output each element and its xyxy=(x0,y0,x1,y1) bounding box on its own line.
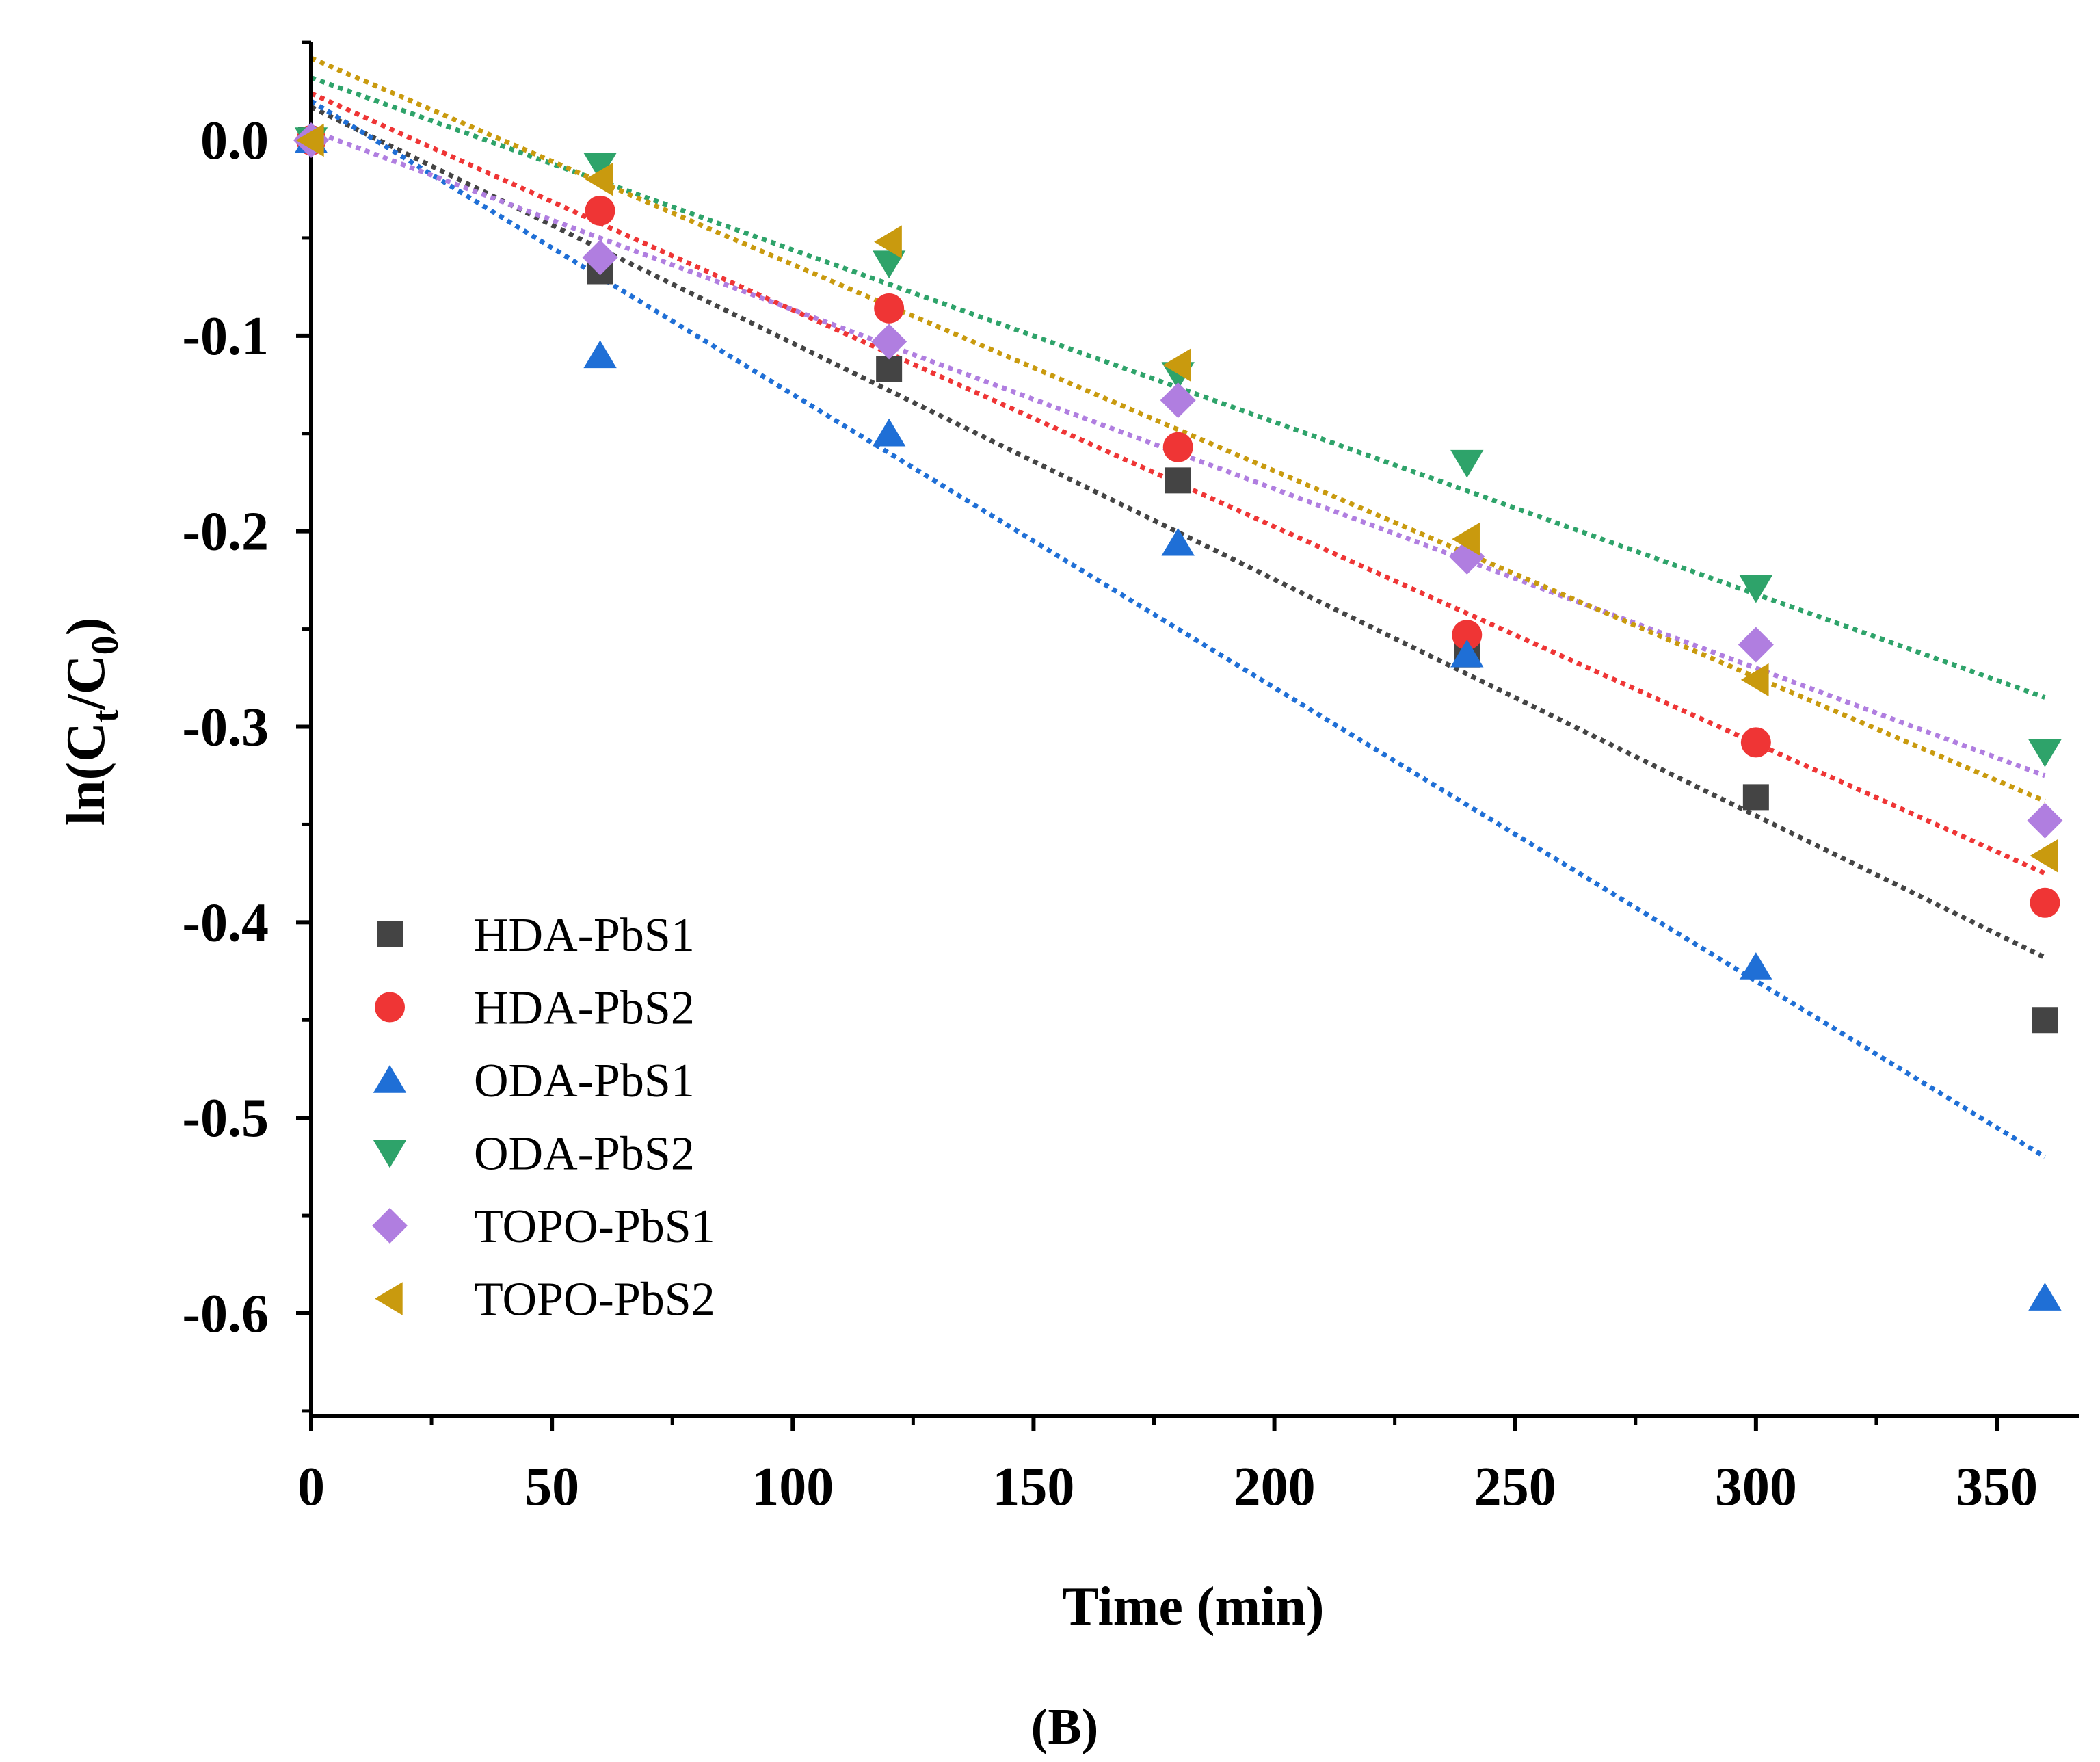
legend-label-topo-pbs2: TOPO-PbS2 xyxy=(474,1274,715,1326)
y-axis-title-sub2: 0 xyxy=(84,635,127,655)
x-tick-label: 250 xyxy=(1474,1457,1556,1517)
y-axis-title-base: ln(C xyxy=(56,722,116,826)
legend-marker-hda-pbs1 xyxy=(377,921,403,947)
x-tick-label: 50 xyxy=(524,1457,579,1517)
point-hda-pbs2 xyxy=(1740,727,1771,758)
point-topo-pbs2 xyxy=(1162,348,1191,382)
legend-label-hda-pbs1: HDA-PbS1 xyxy=(474,909,695,962)
point-oda-pbs1 xyxy=(1450,639,1484,668)
point-topo-pbs1 xyxy=(2027,802,2063,839)
point-oda-pbs2 xyxy=(872,250,906,279)
data-points xyxy=(293,122,2063,1311)
point-topo-pbs2 xyxy=(874,225,902,259)
point-hda-pbs2 xyxy=(874,293,905,324)
point-hda-pbs2 xyxy=(2030,887,2060,918)
x-tick-label: 200 xyxy=(1234,1457,1316,1517)
point-hda-pbs1 xyxy=(876,356,903,382)
x-tick-label: 350 xyxy=(1956,1457,2038,1517)
point-topo-pbs2 xyxy=(296,123,324,157)
fit-line-hda-pbs1 xyxy=(310,105,2046,960)
y-tick-label: -0.4 xyxy=(182,893,269,953)
x-tick-label: 100 xyxy=(752,1457,834,1517)
legend-marker-topo-pbs2 xyxy=(375,1282,403,1315)
point-oda-pbs2 xyxy=(583,153,617,181)
x-tick-label: 0 xyxy=(297,1457,325,1517)
point-oda-pbs1 xyxy=(583,340,617,369)
legend-label-oda-pbs1: ODA-PbS1 xyxy=(474,1055,695,1107)
legend-marker-topo-pbs1 xyxy=(372,1208,408,1244)
point-hda-pbs2 xyxy=(1452,620,1483,650)
point-oda-pbs1 xyxy=(1739,952,1773,980)
x-axis-title: Time (min) xyxy=(1063,1577,1325,1637)
y-tick-label: 0.0 xyxy=(200,111,269,171)
point-oda-pbs2 xyxy=(1450,449,1484,478)
legend: HDA-PbS1 HDA-PbS2 ODA-PbS1 ODA-PbS2 TOPO-PbS… xyxy=(372,909,715,1326)
y-axis-title-mid: /C xyxy=(56,655,116,710)
point-hda-pbs2 xyxy=(585,195,615,226)
fit-line-topo-pbs2 xyxy=(310,55,2046,804)
y-axis-title-sub1: t xyxy=(84,709,127,722)
point-hda-pbs1 xyxy=(1165,467,1191,494)
legend-marker-oda-pbs2 xyxy=(373,1140,407,1168)
y-tick-label: -0.2 xyxy=(182,502,269,562)
legend-label-oda-pbs2: ODA-PbS2 xyxy=(474,1128,695,1181)
legend-label-hda-pbs2: HDA-PbS2 xyxy=(474,982,695,1035)
point-topo-pbs2 xyxy=(1740,663,1769,697)
point-topo-pbs1 xyxy=(582,239,618,276)
x-tick-label: 300 xyxy=(1715,1457,1797,1517)
point-hda-pbs1 xyxy=(2032,1007,2058,1034)
point-topo-pbs2 xyxy=(2030,839,2058,873)
axes: 0 50 100 150 200 250 300 350 0.0 -0.1 -0.2 -0.3 -0.4… xyxy=(182,40,2079,1517)
y-tick-label: -0.3 xyxy=(182,698,269,758)
point-hda-pbs1 xyxy=(1742,784,1769,811)
point-topo-pbs1 xyxy=(1738,627,1774,663)
point-oda-pbs2 xyxy=(1739,575,1773,603)
y-tick-label: -0.5 xyxy=(182,1088,269,1148)
point-hda-pbs2 xyxy=(1162,432,1193,462)
point-oda-pbs2 xyxy=(2028,739,2062,767)
y-tick-label: -0.1 xyxy=(182,306,269,367)
point-oda-pbs1 xyxy=(2028,1283,2062,1311)
point-topo-pbs1 xyxy=(871,324,907,360)
point-topo-pbs2 xyxy=(1452,522,1480,556)
point-oda-pbs1 xyxy=(1161,527,1195,556)
point-topo-pbs1 xyxy=(1160,382,1196,419)
y-axis-title-end: ) xyxy=(56,618,116,636)
fit-line-topo-pbs1 xyxy=(310,128,2046,778)
panel-label: (B) xyxy=(1031,1699,1099,1755)
point-topo-pbs2 xyxy=(585,162,613,196)
legend-label-topo-pbs1: TOPO-PbS1 xyxy=(474,1200,715,1253)
y-tick-label: -0.6 xyxy=(182,1284,269,1344)
y-axis-title-group: ln(Ct/C0) xyxy=(56,618,127,826)
x-tick-label: 150 xyxy=(992,1457,1074,1517)
legend-marker-hda-pbs2 xyxy=(375,992,405,1023)
point-oda-pbs1 xyxy=(872,418,906,447)
y-axis-title: ln(Ct/C0) xyxy=(56,618,127,826)
legend-marker-oda-pbs1 xyxy=(373,1065,407,1093)
